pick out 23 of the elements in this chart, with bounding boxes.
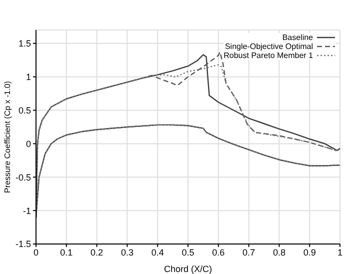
y-tick-label: 0 xyxy=(26,138,31,149)
y-tick-label: 1.5 xyxy=(18,38,31,49)
legend-label: Robust Pareto Member 1 xyxy=(224,51,313,60)
x-tick-label: 1 xyxy=(337,247,343,258)
x-tick-label: 0.5 xyxy=(182,247,194,258)
y-tick-label: 1 xyxy=(26,72,31,82)
legend-label: Single-Objective Optimal xyxy=(224,42,313,51)
x-tick-label: 0.3 xyxy=(120,247,134,258)
y-tick-label: 0.5 xyxy=(18,105,31,116)
y-tick-label: -1 xyxy=(22,206,31,216)
x-tick-label: 0.9 xyxy=(303,247,316,258)
x-tick-label: 0.8 xyxy=(272,247,286,258)
x-tick-label: 0.2 xyxy=(90,247,104,258)
x-tick-label: 0.4 xyxy=(151,247,164,258)
x-tick-label: 0 xyxy=(33,247,39,258)
y-tick-label: -1.5 xyxy=(15,239,31,250)
x-tick-label: 0.6 xyxy=(212,247,225,258)
x-axis-title: Chord (X/C) xyxy=(164,264,212,274)
legend-label: Baseline xyxy=(282,33,313,42)
y-axis-title: Pressure Coefficient (Cp x -1.0) xyxy=(3,80,12,193)
x-tick-label: 0.7 xyxy=(242,247,256,258)
x-tick-label: 0.1 xyxy=(60,247,73,258)
y-tick-label: -0.5 xyxy=(15,172,31,182)
